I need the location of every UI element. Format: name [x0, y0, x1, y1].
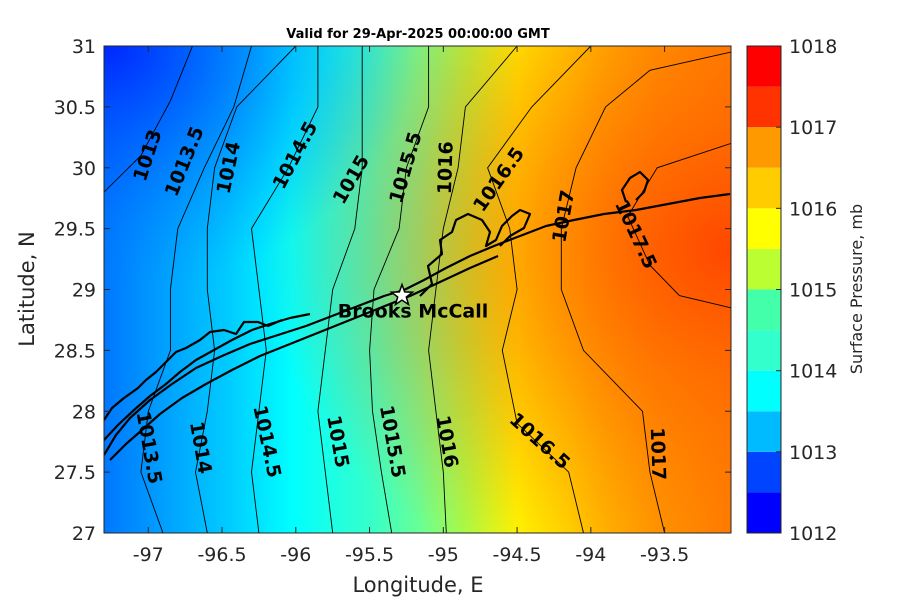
contour-1013.5 — [140, 46, 252, 533]
colorbar-segment — [747, 127, 781, 168]
x-tick-label: -96 — [280, 544, 311, 566]
colorbar-tick-label: 1013 — [789, 442, 837, 464]
colorbar-segment — [747, 289, 781, 331]
contour-1014.5 — [251, 46, 319, 533]
contour-1016.5 — [487, 46, 592, 533]
y-tick-label: 27.5 — [54, 462, 96, 484]
colorbar-segment — [747, 167, 781, 209]
colorbar-segment — [747, 208, 781, 249]
colorbar-tick-label: 1016 — [789, 198, 837, 220]
contour-1014 — [195, 46, 297, 533]
y-tick-label: 28.5 — [54, 340, 96, 362]
contour-1015.5 — [369, 46, 430, 533]
colorbar-segment — [747, 248, 781, 290]
colorbar-tick-label: 1014 — [789, 361, 837, 383]
colorbar-segment — [747, 86, 781, 128]
chart-title: Valid for 29-Apr-2025 00:00:00 GMT — [286, 27, 550, 42]
colorbar: 1012 1013 1014 1015 1016 1017 1018 — [746, 36, 837, 545]
contour-label-1017: 1017 — [646, 427, 670, 481]
colorbar-segment — [747, 330, 781, 371]
x-tick-label: -94 — [575, 544, 606, 566]
y-tick-label: 31 — [72, 36, 96, 58]
y-tick-label: 28 — [72, 401, 96, 423]
x-axis-label: Longitude, E — [352, 573, 483, 597]
low-pressure-zone — [104, 46, 731, 533]
station-star-icon — [389, 282, 415, 307]
colorbar-segment — [747, 370, 781, 412]
contour-1015 — [317, 46, 363, 533]
barrier-island — [109, 254, 499, 461]
colorbar-tick-label: 1015 — [789, 280, 837, 302]
x-tick-label: -97 — [133, 544, 164, 566]
bay-outline-2 — [104, 318, 283, 421]
x-tick-label: -95.5 — [345, 544, 394, 566]
contour-label-1016: 1016 — [434, 141, 458, 195]
colorbar-tick-label: 1017 — [789, 117, 837, 139]
x-tick-label: -93.5 — [640, 544, 689, 566]
x-tick-label: -95 — [428, 544, 459, 566]
y-tick-label: 30 — [72, 158, 96, 180]
y-tick-label: 29.5 — [54, 219, 96, 241]
colorbar-tick-label: 1018 — [789, 36, 837, 58]
contour-1017 — [560, 51, 731, 533]
colorbar-segment — [747, 411, 781, 452]
sabine-lake-outline — [620, 170, 650, 203]
contour-1017.5 — [627, 142, 731, 309]
y-axis: 27 27.5 28 28.5 29 29.5 30 30.5 31 — [54, 36, 731, 545]
galveston-bay-outline — [419, 208, 532, 297]
contour-1013 — [104, 46, 193, 193]
colorbar-tick-label: 1012 — [789, 523, 837, 545]
station-marker: Brooks McCall — [338, 282, 488, 323]
contour-1016 — [428, 46, 518, 533]
y-axis-label: Latitude, N — [15, 231, 39, 347]
colorbar-segment — [747, 451, 781, 493]
y-tick-label: 27 — [72, 523, 96, 545]
y-tick-label: 29 — [72, 280, 96, 302]
colorbar-segment — [747, 492, 781, 533]
colorbar-segment — [747, 46, 781, 87]
y-tick-label: 30.5 — [54, 97, 96, 119]
station-label: Brooks McCall — [338, 301, 488, 323]
x-axis: -97 -96.5 -96 -95.5 -95 -94.5 -94 -93.5 — [133, 46, 689, 566]
x-tick-label: -94.5 — [492, 544, 541, 566]
colorbar-label: Surface Pressure, mb — [847, 204, 866, 374]
plot-area: 10131013.51013.5101410141014.51014.51015… — [104, 46, 731, 533]
x-tick-label: -96.5 — [197, 544, 246, 566]
